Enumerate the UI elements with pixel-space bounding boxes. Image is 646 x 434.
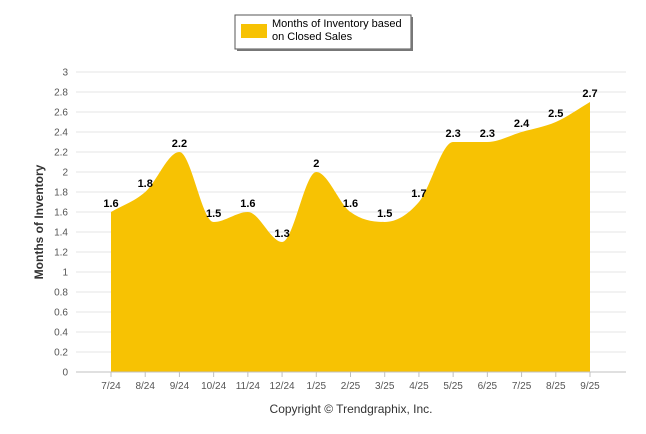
y-tick-label: 1.6 (54, 208, 68, 219)
x-tick-label: 1/25 (307, 381, 327, 392)
legend-box-shadow-bottom (237, 49, 413, 51)
y-tick-label: 1.8 (54, 188, 68, 199)
data-labels: 1.6 1.8 2.2 1.5 1.6 1.3 2 1.6 1.5 1.7 2.3 2.3 2.4 2.5… (103, 88, 597, 240)
legend-swatch (241, 24, 267, 38)
y-tick-label: 0.2 (54, 348, 68, 359)
legend[interactable]: Months of Inventory based on Closed Sale… (234, 14, 413, 51)
y-tick-label: 2 (62, 168, 68, 179)
data-label: 2.5 (548, 108, 563, 120)
x-tick-label: 3/25 (375, 381, 395, 392)
data-label: 2.2 (172, 138, 187, 150)
y-tick-label: 2.2 (54, 148, 68, 159)
y-tick-label: 3 (62, 68, 68, 79)
y-tick-label: 0 (62, 368, 68, 379)
area-series (111, 102, 590, 372)
y-tick-label: 0.4 (54, 328, 68, 339)
y-tick-label: 1.4 (54, 228, 68, 239)
y-tick-label: 2.6 (54, 108, 68, 119)
x-axis: 7/24 8/24 9/24 10/24 11/24 12/24 1/25 2/25 3/25 4… (76, 371, 626, 392)
x-tick-label: 7/24 (101, 381, 121, 392)
y-axis: 0 0.2 0.4 0.6 0.8 1 1.2 1.4 1.6 1.8 2 2.2 2.4 2.6 2.8 3 (54, 68, 68, 379)
x-tick-label: 2/25 (341, 381, 361, 392)
data-label: 1.6 (343, 198, 358, 210)
data-label: 1.5 (377, 208, 392, 220)
data-label: 1.5 (206, 208, 221, 220)
copyright-text: Copyright © Trendgraphix, Inc. (270, 402, 433, 416)
data-label: 2.7 (582, 88, 597, 100)
data-label: 2.4 (514, 118, 530, 130)
data-label: 1.8 (138, 178, 153, 190)
y-tick-label: 2.4 (54, 128, 68, 139)
y-tick-label: 0.6 (54, 308, 68, 319)
legend-label-line2: on Closed Sales (272, 31, 353, 43)
area-fill[interactable] (111, 102, 590, 372)
y-tick-label: 2.8 (54, 88, 68, 99)
y-axis-title: Months of Inventory (32, 164, 46, 279)
x-tick-label: 12/24 (270, 381, 295, 392)
data-label: 2 (313, 158, 319, 170)
x-tick-label: 7/25 (512, 381, 532, 392)
x-tick-label: 6/25 (478, 381, 498, 392)
data-label: 2.3 (480, 128, 495, 140)
x-tick-label: 8/25 (546, 381, 566, 392)
y-tick-label: 0.8 (54, 288, 68, 299)
x-tick-label: 11/24 (236, 381, 261, 392)
legend-box-shadow (411, 17, 413, 51)
x-tick-label: 5/25 (443, 381, 463, 392)
data-label: 2.3 (445, 128, 460, 140)
y-tick-label: 1.2 (54, 248, 68, 259)
data-label: 1.6 (103, 198, 118, 210)
data-label: 1.3 (274, 228, 289, 240)
x-tick-label: 10/24 (201, 381, 226, 392)
y-tick-label: 1 (62, 268, 68, 279)
data-label: 1.7 (411, 188, 426, 200)
data-label: 1.6 (240, 198, 255, 210)
x-tick-label: 9/24 (170, 381, 190, 392)
legend-label-line1: Months of Inventory based (272, 18, 402, 30)
x-tick-label: 4/25 (409, 381, 429, 392)
x-tick-label: 8/24 (135, 381, 155, 392)
x-tick-label: 9/25 (580, 381, 600, 392)
